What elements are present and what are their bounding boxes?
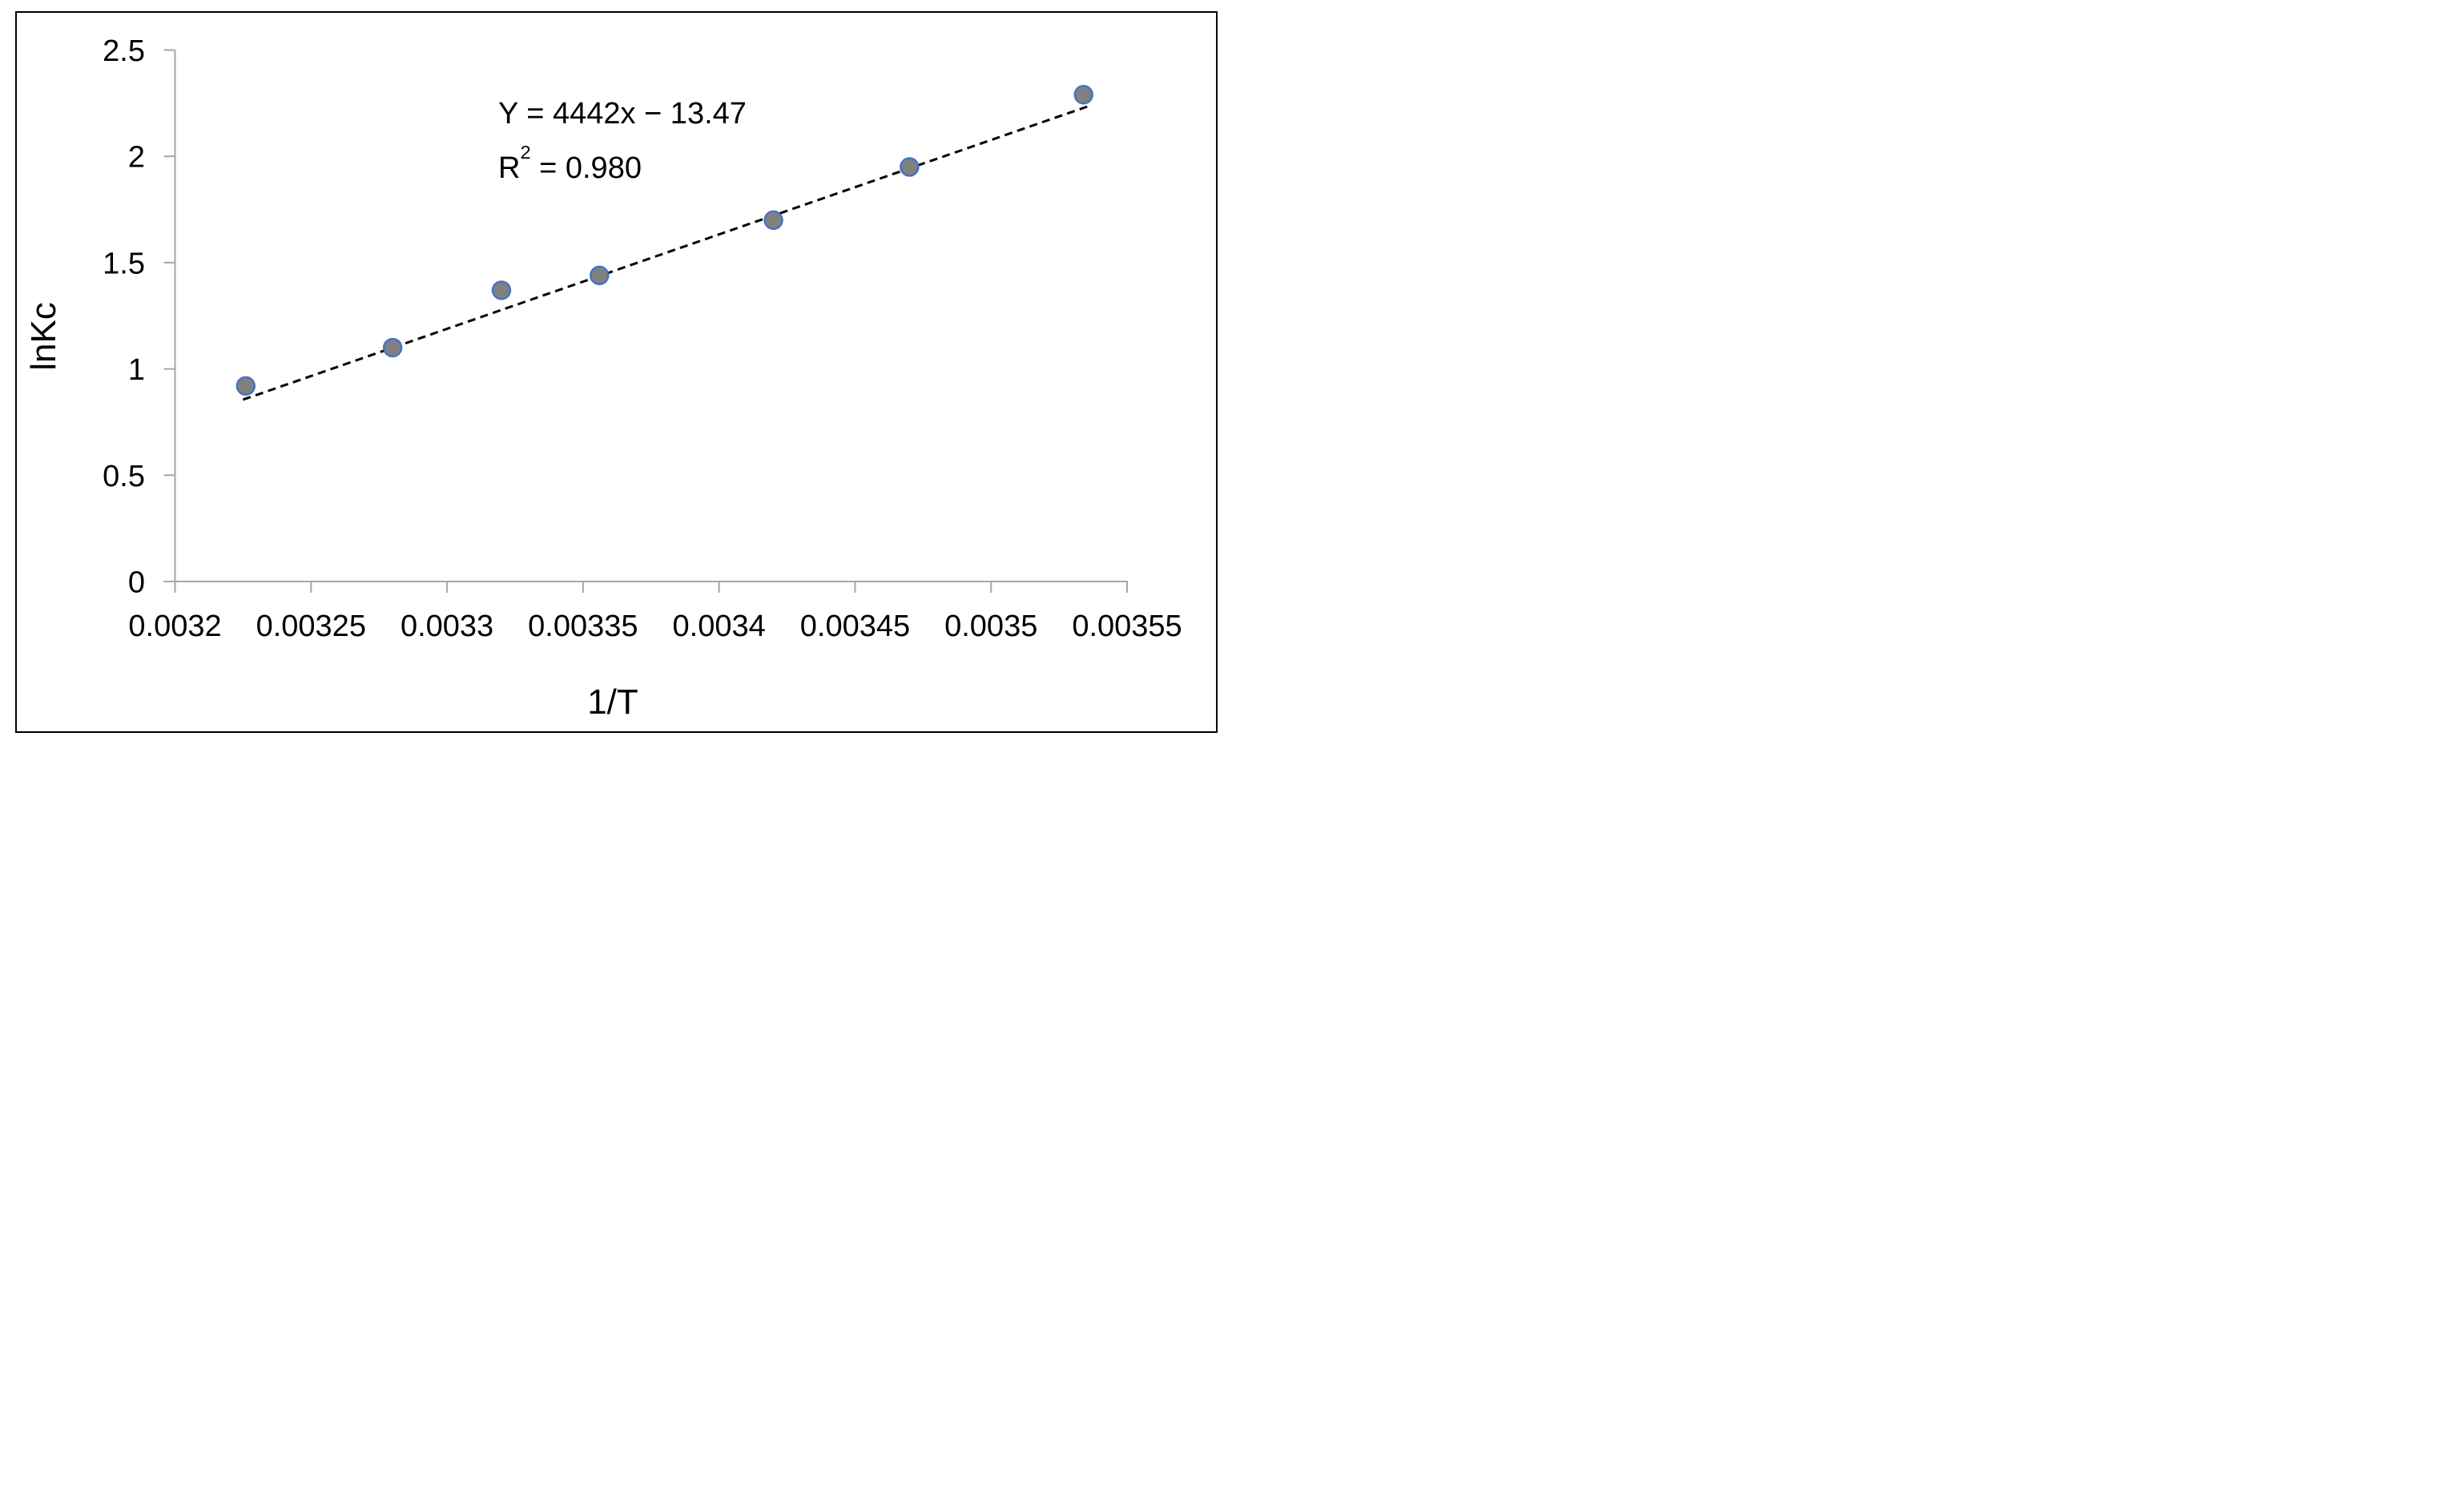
x-tick-label: 0.00345 [800, 610, 910, 643]
x-axis-title: 1/T [587, 682, 638, 722]
r-squared-superscript: 2 [520, 141, 531, 163]
y-tick-label: 0 [128, 566, 145, 600]
trendline-dashed [242, 103, 1093, 401]
r-squared-value: = 0.980 [530, 151, 642, 185]
x-tick-label: 0.0035 [944, 610, 1037, 643]
y-tick-label: 1 [128, 353, 145, 387]
y-axis-title: lnKc [24, 302, 63, 371]
plot-area: 0 0.5 1 1.5 2 2.5 0.0032 0.00325 0.0033 0.00335 0.… [103, 34, 1182, 643]
data-point-marker [1073, 85, 1093, 105]
data-point-marker [590, 265, 610, 286]
r-squared-label: R2 = 0.980 [498, 143, 642, 187]
chart-outer-border [15, 11, 1218, 733]
r-squared-prefix: R [498, 151, 521, 185]
y-tick-label: 1.5 [103, 247, 145, 280]
data-point-marker [491, 280, 512, 300]
trendline-equation-label: Y = 4442x − 13.47 [498, 97, 747, 131]
y-tick-label: 0.5 [103, 460, 145, 493]
x-tick-label: 0.0033 [401, 610, 493, 643]
x-tick-label: 0.00355 [1072, 610, 1182, 643]
chart-canvas: 0 0.5 1 1.5 2 2.5 0.0032 0.00325 0.0033 0.00335 0.… [0, 0, 1232, 746]
data-point-marker [900, 157, 920, 177]
x-tick-label: 0.0034 [673, 610, 766, 643]
x-tick-label: 0.00325 [256, 610, 366, 643]
data-point-marker [763, 210, 783, 231]
data-point-marker [236, 376, 256, 396]
data-point-marker [382, 337, 403, 358]
x-tick-label: 0.0032 [128, 610, 221, 643]
y-tick-label: 2.5 [103, 34, 145, 68]
x-tick-label: 0.00335 [528, 610, 638, 643]
y-tick-label: 2 [128, 141, 145, 175]
